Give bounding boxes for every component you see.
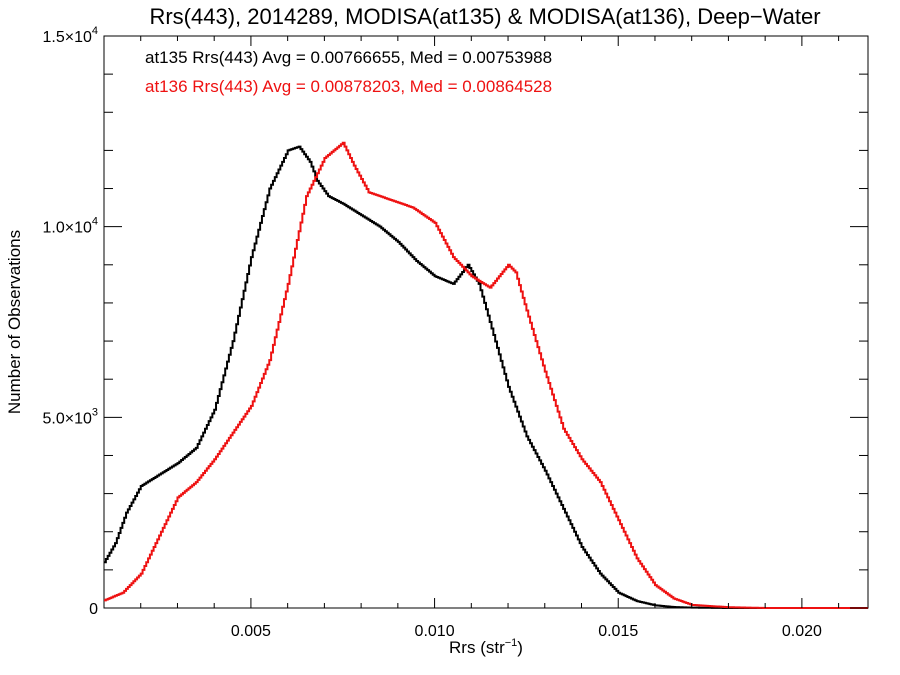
y-axis-label: Number of Observations xyxy=(5,230,24,414)
x-axis-label-sup: −1 xyxy=(505,637,518,649)
x-axis-label: Rrs (str−1) xyxy=(449,637,523,657)
x-tick-label: 0.015 xyxy=(598,623,638,640)
ticks-layer xyxy=(104,35,868,609)
y-tick-label: 1.0×104 xyxy=(42,216,98,237)
y-tick-label-base: 0 xyxy=(89,601,98,618)
y-tick-label-exp: 4 xyxy=(92,216,98,228)
histogram-series-1 xyxy=(104,141,868,609)
series-layer xyxy=(104,141,868,609)
tick-labels-layer: 0.005 0.010 0.015 0.02005.0×1031.0×1041.5×1… xyxy=(42,25,822,640)
plot-frame xyxy=(103,35,869,609)
x-tick-label: 0.010 xyxy=(415,623,455,640)
annotation-at135-stats: at135 Rrs(443) Avg = 0.00766655, Med = 0… xyxy=(145,48,552,67)
y-tick-label: 5.0×103 xyxy=(42,406,98,427)
y-tick-label: 0 xyxy=(89,601,98,618)
x-axis-label-main: Rrs (str xyxy=(449,638,505,657)
x-tick-label: 0.020 xyxy=(782,623,822,640)
x-axis-label-end: ) xyxy=(517,638,523,657)
annotation-at136-stats: at136 Rrs(443) Avg = 0.00878203, Med = 0… xyxy=(145,77,552,96)
x-tick-label: 0.005 xyxy=(231,623,271,640)
histogram-series-0 xyxy=(104,145,868,609)
y-tick-label: 1.5×104 xyxy=(42,25,98,46)
chart-title: Rrs(443), 2014289, MODISA(at135) & MODIS… xyxy=(149,4,820,29)
y-tick-label-exp: 3 xyxy=(92,406,98,418)
y-tick-label-base: 1.0×10 xyxy=(42,220,91,237)
y-tick-label-base: 1.5×10 xyxy=(42,29,91,46)
y-tick-label-base: 5.0×10 xyxy=(42,410,91,427)
y-tick-label-exp: 4 xyxy=(92,25,98,37)
